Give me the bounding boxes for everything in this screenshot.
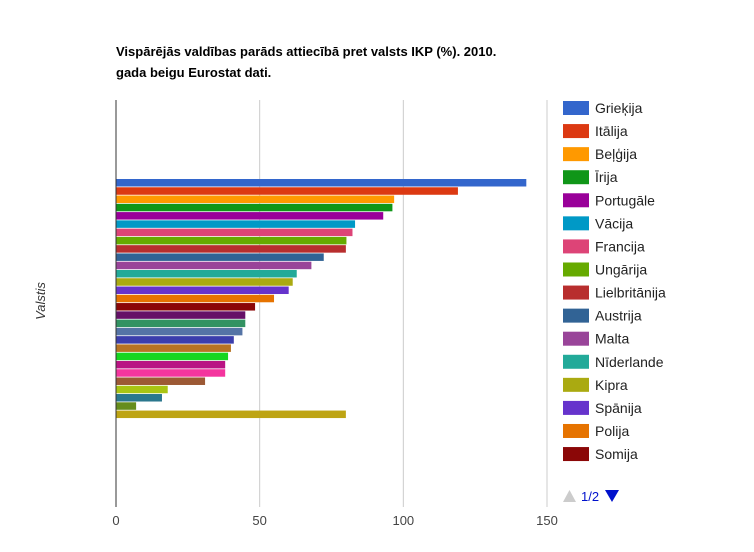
legend-swatch — [563, 331, 589, 346]
legend-label: Kipra — [595, 377, 628, 393]
chart-title-line-1: Vispārējās valdības parāds attiecībā pre… — [116, 44, 496, 59]
bar[interactable] — [116, 236, 347, 245]
bar[interactable] — [116, 195, 395, 204]
legend-swatch — [563, 308, 589, 323]
bar[interactable] — [116, 360, 226, 369]
legend-item[interactable]: Polija — [563, 423, 629, 439]
bar[interactable] — [116, 278, 293, 286]
legend-page-up-icon[interactable] — [563, 490, 576, 502]
bar[interactable] — [116, 303, 256, 311]
legend-item[interactable]: Austrija — [563, 308, 642, 324]
x-tick-label: 150 — [536, 513, 558, 528]
legend: Grieķija Itālija Beļģija Īrija Portugāle Vāci… — [563, 100, 666, 462]
legend-label: Ungārija — [595, 261, 647, 277]
legend-pager: 1/2 — [563, 489, 619, 504]
legend-swatch — [563, 216, 589, 231]
x-tick-labels: 0 50 100 150 — [112, 513, 557, 528]
bar[interactable] — [116, 212, 384, 220]
grid-layer — [259, 100, 548, 507]
legend-item[interactable]: Lielbritānija — [563, 285, 666, 301]
legend-item[interactable]: Kipra — [563, 377, 628, 393]
legend-swatch — [563, 423, 589, 438]
legend-swatch — [563, 147, 589, 162]
legend-swatch — [563, 354, 589, 369]
x-tick-label: 0 — [112, 513, 119, 528]
legend-swatch — [563, 101, 589, 115]
legend-label: Itālija — [595, 123, 628, 139]
legend-label: Polija — [595, 423, 629, 439]
legend-item[interactable]: Itālija — [563, 123, 628, 139]
legend-item[interactable]: Vācija — [563, 215, 633, 231]
legend-swatch — [563, 400, 589, 415]
legend-swatch — [563, 447, 589, 462]
legend-label: Beļģija — [595, 146, 637, 162]
legend-item[interactable]: Spānija — [563, 400, 642, 416]
legend-label: Vācija — [595, 215, 633, 231]
bar[interactable] — [116, 336, 234, 344]
legend-item[interactable]: Beļģija — [563, 146, 637, 162]
legend-label: Austrija — [595, 308, 642, 324]
legend-label: Malta — [595, 331, 629, 347]
legend-swatch — [563, 193, 589, 208]
bar[interactable] — [116, 352, 229, 361]
bar[interactable] — [116, 394, 162, 402]
bar[interactable] — [116, 294, 275, 303]
legend-page-indicator: 1/2 — [581, 489, 599, 504]
x-tick-label: 50 — [252, 513, 266, 528]
legend-page-down-icon[interactable] — [605, 490, 619, 502]
legend-item[interactable]: Francija — [563, 238, 645, 254]
x-tick-label: 100 — [392, 513, 414, 528]
legend-label: Portugāle — [595, 192, 655, 208]
legend-item[interactable]: Somija — [563, 446, 638, 462]
bar[interactable] — [116, 179, 527, 187]
legend-swatch — [563, 262, 589, 277]
y-axis-label: Valstis — [33, 282, 48, 320]
legend-swatch — [563, 285, 589, 300]
bar[interactable] — [116, 228, 353, 237]
legend-label: Grieķija — [595, 100, 643, 116]
bar[interactable] — [116, 253, 324, 261]
legend-label: Lielbritānija — [595, 285, 666, 301]
bar[interactable] — [116, 311, 246, 319]
chart-title-line-2: gada beigu Eurostat dati. — [116, 65, 271, 80]
legend-label: Spānija — [595, 400, 642, 416]
bar[interactable] — [116, 187, 458, 195]
legend-item[interactable]: Īrija — [563, 169, 618, 185]
legend-item[interactable]: Malta — [563, 331, 629, 347]
legend-label: Francija — [595, 238, 645, 254]
legend-item[interactable]: Grieķija — [563, 100, 643, 116]
bar[interactable] — [116, 369, 226, 377]
legend-swatch — [563, 170, 589, 185]
legend-label: Somija — [595, 446, 638, 462]
legend-item[interactable]: Nīderlande — [563, 354, 664, 370]
legend-item[interactable]: Ungārija — [563, 261, 647, 277]
legend-label: Īrija — [595, 169, 618, 185]
bar[interactable] — [116, 245, 346, 253]
legend-swatch — [563, 124, 589, 139]
legend-label: Nīderlande — [595, 354, 664, 370]
legend-swatch — [563, 239, 589, 254]
bar[interactable] — [116, 344, 231, 352]
bar[interactable] — [116, 261, 312, 270]
bar[interactable] — [116, 327, 243, 336]
legend-item[interactable]: Portugāle — [563, 192, 655, 208]
bar[interactable] — [116, 269, 297, 278]
bar[interactable] — [116, 319, 246, 328]
bar[interactable] — [116, 220, 356, 228]
bar[interactable] — [116, 385, 168, 394]
bars-layer — [116, 179, 527, 419]
bar[interactable] — [116, 286, 289, 295]
bar[interactable] — [116, 402, 137, 410]
bar[interactable] — [116, 203, 393, 212]
bar[interactable] — [116, 410, 346, 419]
legend-swatch — [563, 377, 589, 392]
bar[interactable] — [116, 377, 206, 385]
